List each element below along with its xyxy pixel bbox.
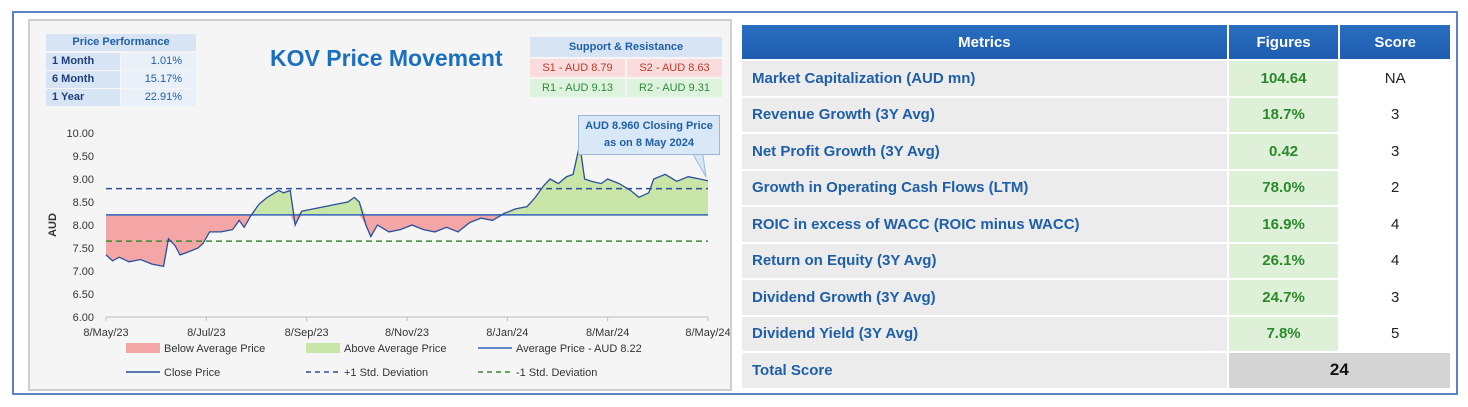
metric-figure: 104.64 xyxy=(1228,61,1339,96)
metric-name: Return on Equity (3Y Avg) xyxy=(742,243,1227,278)
metric-figure: 24.7% xyxy=(1228,280,1339,315)
y-tick-label: 7.50 xyxy=(73,243,94,255)
perf-label: 1 Year xyxy=(46,89,121,106)
perf-value: 1.01% xyxy=(121,53,196,70)
metric-row: Market Capitalization (AUD mn) 104.64 NA xyxy=(742,61,1450,96)
support-resistance-title: Support & Resistance xyxy=(530,37,722,57)
metric-name: Dividend Yield (3Y Avg) xyxy=(742,316,1227,351)
legend-label: -1 Std. Deviation xyxy=(516,367,597,379)
metric-name: Market Capitalization (AUD mn) xyxy=(742,61,1227,96)
metrics-table: Metrics Figures Score Market Capitalizat… xyxy=(740,23,1452,390)
legend-swatch xyxy=(126,343,160,353)
x-tick-label: 8/Nov/23 xyxy=(385,327,429,339)
metric-score: NA xyxy=(1340,61,1450,96)
resistance-row: R1 - AUD 9.13 R2 - AUD 9.31 xyxy=(530,79,722,97)
legend-label: Average Price - AUD 8.22 xyxy=(516,343,642,355)
perf-row: 6 Month 15.17% xyxy=(46,71,196,88)
legend-label: Close Price xyxy=(164,367,220,379)
metric-score: 4 xyxy=(1340,243,1450,278)
metric-row: ROIC in excess of WACC (ROIC minus WACC)… xyxy=(742,207,1450,242)
legend-label: Below Average Price xyxy=(164,343,265,355)
metric-name: ROIC in excess of WACC (ROIC minus WACC) xyxy=(742,207,1227,242)
metric-score: 2 xyxy=(1340,170,1450,205)
y-tick-label: 8.50 xyxy=(73,197,94,209)
metric-row: Dividend Yield (3Y Avg) 7.8% 5 xyxy=(742,316,1450,351)
closing-price-callout: AUD 8.960 Closing Price as on 8 May 2024 xyxy=(578,115,720,155)
below-average-area xyxy=(106,214,708,267)
y-tick-label: 6.00 xyxy=(73,312,94,324)
perf-label: 1 Month xyxy=(46,53,121,70)
perf-label: 6 Month xyxy=(46,71,121,88)
legend-label: Above Average Price xyxy=(344,343,447,355)
y-tick-label: 6.50 xyxy=(73,289,94,301)
metric-score: 5 xyxy=(1340,316,1450,351)
report-frame: 6.00 6.50 7.00 7.50 8.00 8.50 9.00 9.50 10.00 8/M… xyxy=(12,11,1458,395)
price-chart: 6.00 6.50 7.00 7.50 8.00 8.50 9.00 9.50 10.00 8/M… xyxy=(47,128,730,379)
metric-row: Dividend Growth (3Y Avg) 24.7% 3 xyxy=(742,280,1450,315)
metric-figure: 18.7% xyxy=(1228,97,1339,132)
header-metrics: Metrics xyxy=(742,25,1227,59)
total-score-row: Total Score 24 xyxy=(742,353,1450,388)
y-tick-label: 10.00 xyxy=(66,128,94,140)
metric-name: Growth in Operating Cash Flows (LTM) xyxy=(742,170,1227,205)
x-tick-label: 8/Jul/23 xyxy=(187,327,226,339)
perf-value: 22.91% xyxy=(121,89,196,106)
metric-score: 3 xyxy=(1340,97,1450,132)
price-performance-title: Price Performance xyxy=(46,34,196,51)
y-axis-title: AUD xyxy=(47,213,59,237)
total-score-value: 24 xyxy=(1228,353,1450,388)
y-tick-label: 8.00 xyxy=(73,220,94,232)
support-row: S1 - AUD 8.79 S2 - AUD 8.63 xyxy=(530,59,722,77)
metric-row: Revenue Growth (3Y Avg) 18.7% 3 xyxy=(742,97,1450,132)
x-tick-label: 8/May/24 xyxy=(685,327,730,339)
metric-row: Net Profit Growth (3Y Avg) 0.42 3 xyxy=(742,134,1450,169)
metric-figure: 16.9% xyxy=(1228,207,1339,242)
metric-score: 4 xyxy=(1340,207,1450,242)
support-2: S2 - AUD 8.63 xyxy=(627,59,722,77)
metric-figure: 78.0% xyxy=(1228,170,1339,205)
above-average-area xyxy=(106,144,708,215)
metric-row: Return on Equity (3Y Avg) 26.1% 4 xyxy=(742,243,1450,278)
callout-line-1: AUD 8.960 Closing Price xyxy=(585,120,713,132)
support-resistance-table: Support & Resistance S1 - AUD 8.79 S2 - … xyxy=(530,37,722,99)
x-tick-label: 8/Jan/24 xyxy=(486,327,528,339)
perf-value: 15.17% xyxy=(121,71,196,88)
metric-name: Dividend Growth (3Y Avg) xyxy=(742,280,1227,315)
resistance-2: R2 - AUD 9.31 xyxy=(627,79,722,97)
price-performance-table: Price Performance 1 Month 1.01% 6 Month … xyxy=(46,34,196,107)
legend-swatch xyxy=(306,343,340,353)
metric-figure: 26.1% xyxy=(1228,243,1339,278)
header-score: Score xyxy=(1340,25,1450,59)
x-tick-label: 8/Mar/24 xyxy=(586,327,629,339)
perf-row: 1 Month 1.01% xyxy=(46,53,196,70)
x-tick-label: 8/Sep/23 xyxy=(285,327,329,339)
y-tick-label: 7.00 xyxy=(73,266,94,278)
callout-line-2: as on 8 May 2024 xyxy=(604,137,694,149)
support-1: S1 - AUD 8.79 xyxy=(530,59,625,77)
metric-figure: 7.8% xyxy=(1228,316,1339,351)
price-chart-panel: 6.00 6.50 7.00 7.50 8.00 8.50 9.00 9.50 10.00 8/M… xyxy=(28,19,732,391)
legend-label: +1 Std. Deviation xyxy=(344,367,428,379)
metric-score: 3 xyxy=(1340,280,1450,315)
y-tick-label: 9.50 xyxy=(73,151,94,163)
perf-row: 1 Year 22.91% xyxy=(46,89,196,106)
resistance-1: R1 - AUD 9.13 xyxy=(530,79,625,97)
metric-score: 3 xyxy=(1340,134,1450,169)
total-score-label: Total Score xyxy=(742,353,1227,388)
metrics-table-wrap: Metrics Figures Score Market Capitalizat… xyxy=(740,23,1450,390)
y-tick-label: 9.00 xyxy=(73,174,94,186)
close-price-line xyxy=(105,144,709,268)
metric-row: Growth in Operating Cash Flows (LTM) 78.… xyxy=(742,170,1450,205)
metric-name: Net Profit Growth (3Y Avg) xyxy=(742,134,1227,169)
x-tick-label: 8/May/23 xyxy=(83,327,128,339)
header-figures: Figures xyxy=(1228,25,1339,59)
chart-title: KOV Price Movement xyxy=(270,45,503,71)
metric-name: Revenue Growth (3Y Avg) xyxy=(742,97,1227,132)
metrics-header-row: Metrics Figures Score xyxy=(742,25,1450,59)
metric-figure: 0.42 xyxy=(1228,134,1339,169)
